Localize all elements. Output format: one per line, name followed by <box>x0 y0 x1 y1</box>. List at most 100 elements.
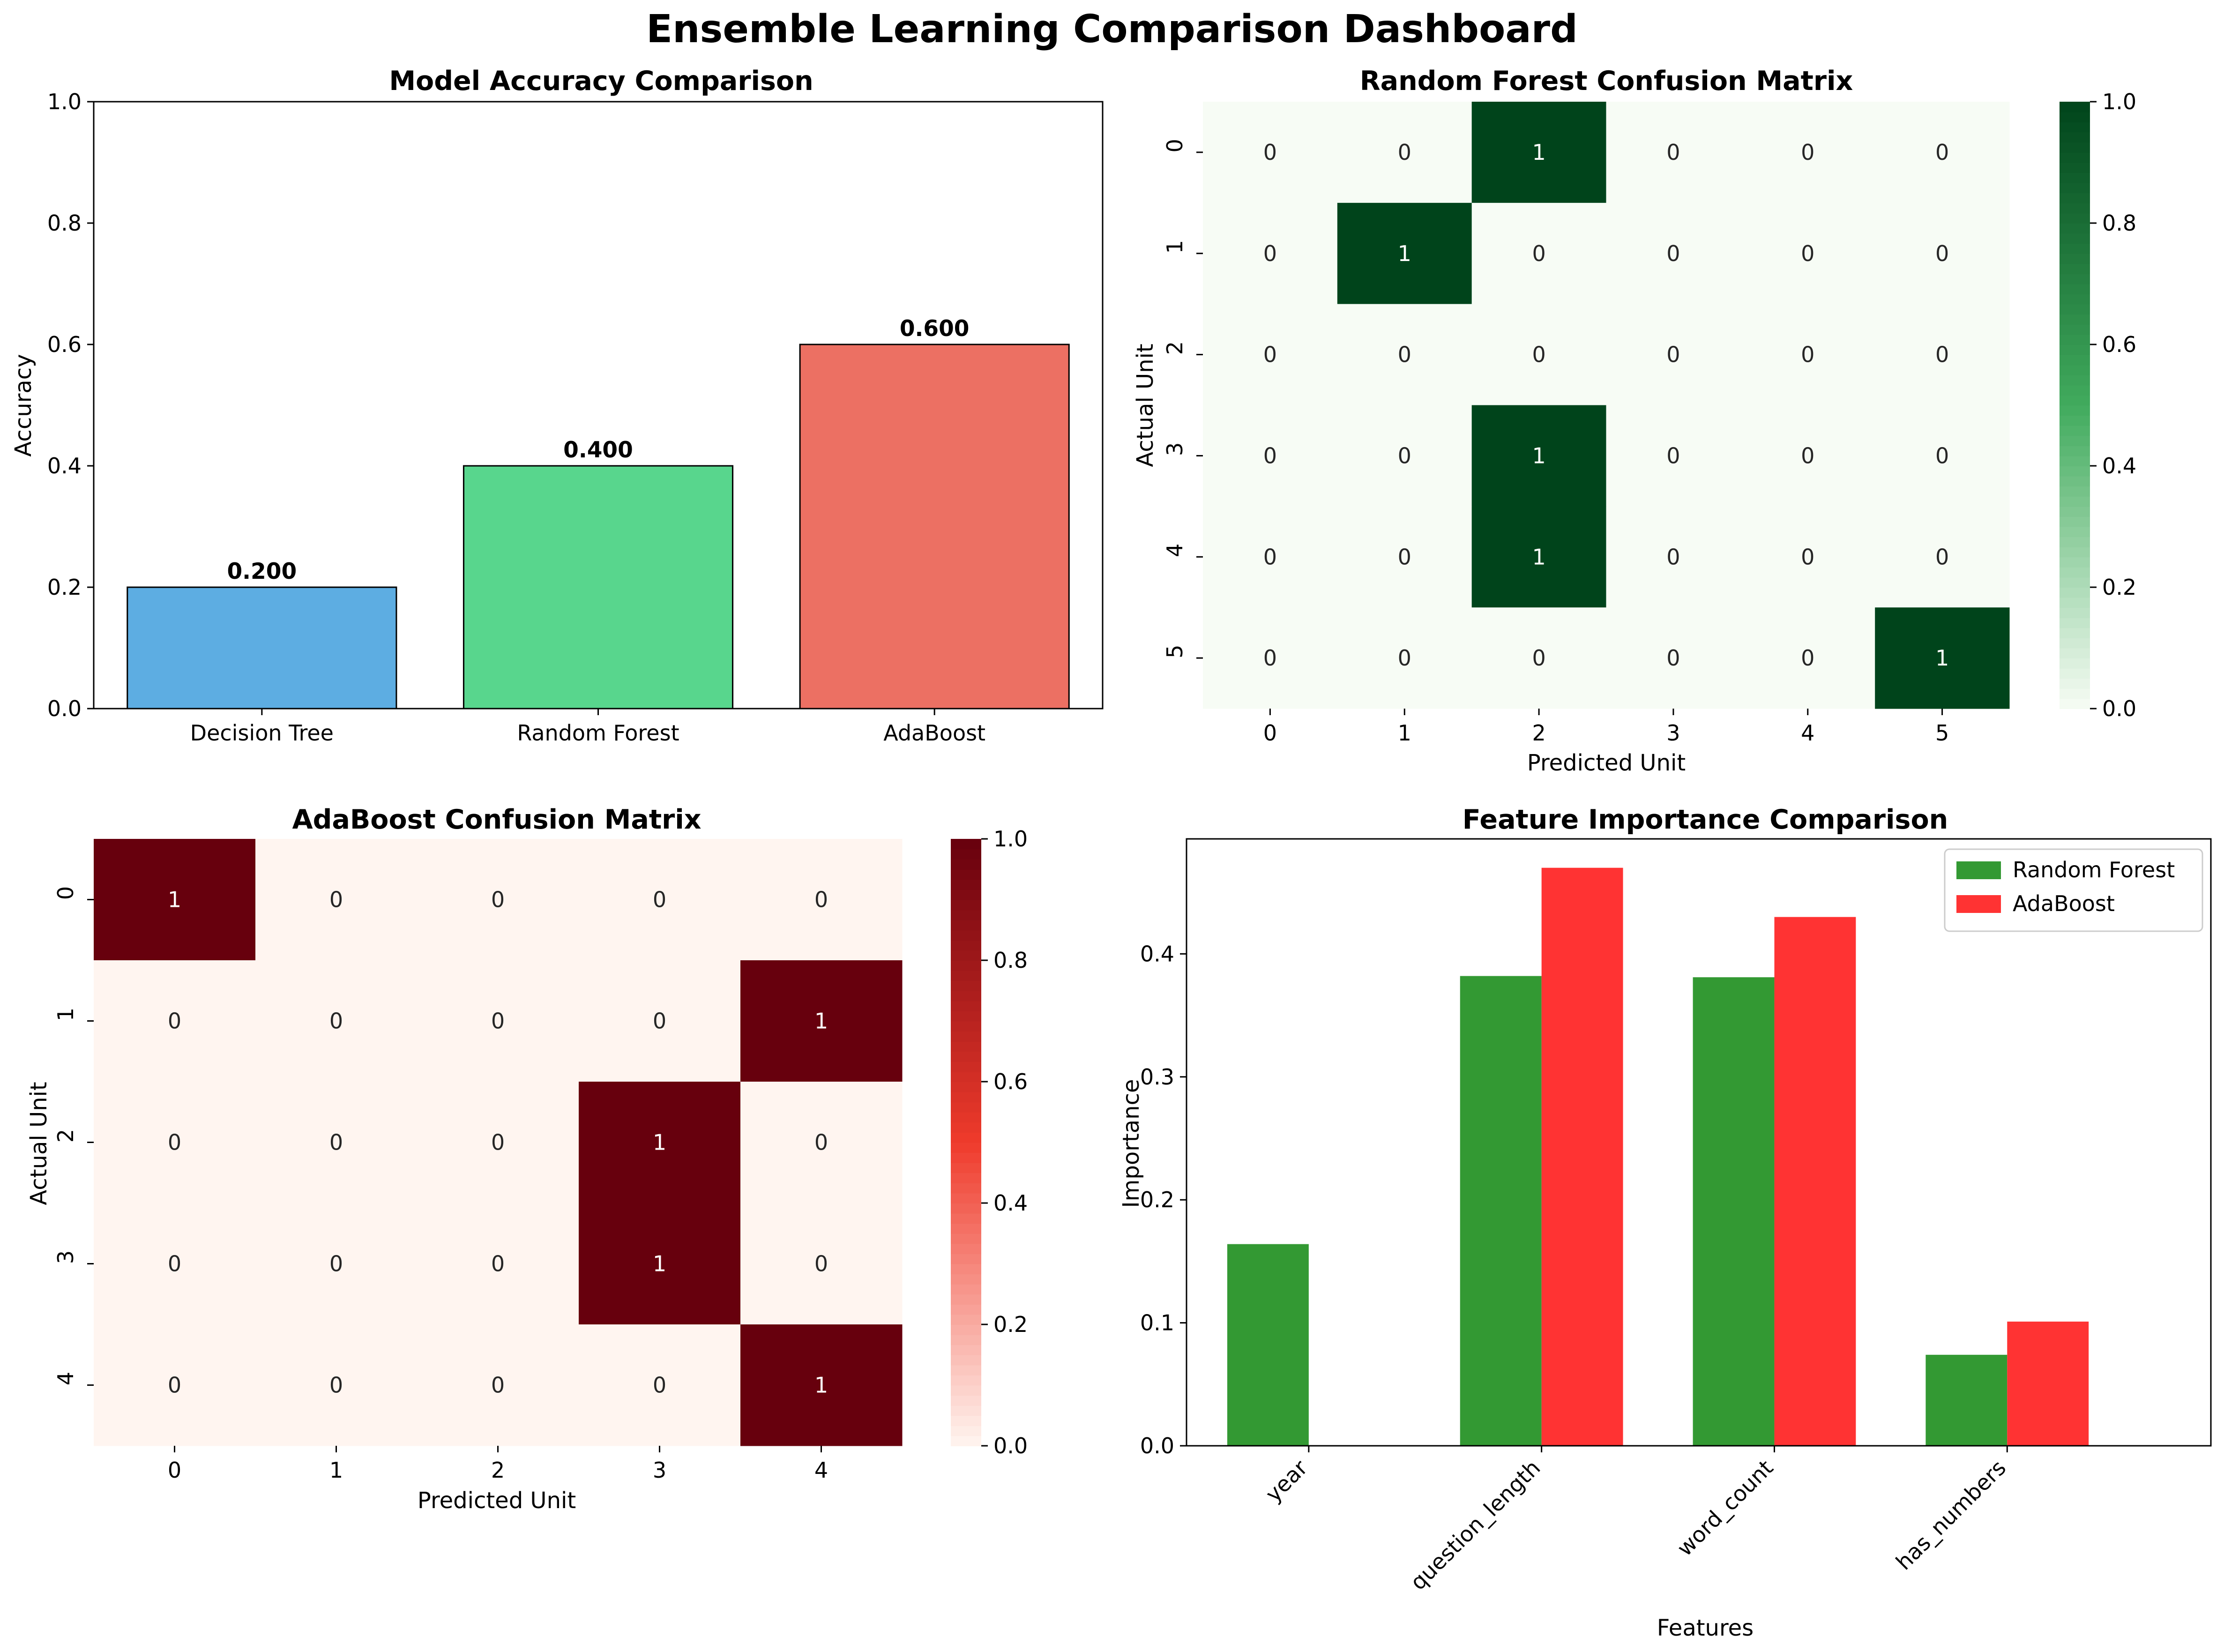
heatmap-cell-value: 1 <box>1532 544 1545 569</box>
heatmap-cell-value: 0 <box>1935 342 1949 367</box>
heatmap-cell-value: 1 <box>1532 140 1545 165</box>
colorbar-segment <box>2060 263 2090 274</box>
accuracy-bar <box>127 586 397 710</box>
colorbar-tick-label: 0.8 <box>993 948 1028 973</box>
colorbar-segment <box>951 1405 981 1416</box>
ada-confusion-chart: AdaBoost Confusion Matrix Predicted Unit… <box>26 804 1028 1514</box>
x-tick-label: 5 <box>1935 720 1949 746</box>
colorbar-segment <box>951 1051 981 1062</box>
heatmap-cell-value: 0 <box>329 1373 343 1398</box>
importance-bar <box>1925 1354 2008 1446</box>
y-tick-label: 0.4 <box>1140 941 1174 966</box>
feature-importance-marks: year question_length word_count has_numbers… <box>1140 838 2212 1595</box>
heatmap-cell-value: 0 <box>168 1251 181 1277</box>
colorbar-segment <box>2060 546 2090 558</box>
heatmap-cell <box>94 1203 256 1325</box>
colorbar-segment <box>951 1415 981 1426</box>
heatmap-cell-value: 1 <box>1532 443 1545 468</box>
heatmap-cell <box>1875 304 2010 405</box>
colorbar-tick-label: 0.4 <box>993 1190 1028 1216</box>
heatmap-cell <box>1337 102 1472 203</box>
colorbar-segment <box>2060 597 2090 608</box>
importance-bar <box>1227 1244 1309 1446</box>
importance-bar <box>1460 976 1542 1446</box>
heatmap-cell-value: 0 <box>1666 241 1680 266</box>
colorbar-segment <box>2060 506 2090 517</box>
y-tick-label: 0.0 <box>1140 1433 1174 1458</box>
heatmap-cell-value: 0 <box>168 1009 181 1034</box>
y-tick-label: 0.2 <box>1140 1187 1174 1212</box>
colorbar-tick-label: 0.6 <box>2102 332 2136 357</box>
colorbar-segment <box>2060 425 2090 436</box>
heatmap-cell <box>740 960 903 1082</box>
colorbar-segment <box>2060 668 2090 679</box>
colorbar-segment <box>2060 233 2090 244</box>
colorbar-segment <box>2060 537 2090 547</box>
y-tick-label: 2 <box>1162 341 1187 355</box>
colorbar-segment <box>951 960 981 971</box>
colorbar-segment <box>951 1425 981 1436</box>
dashboard-title: Ensemble Learning Comparison Dashboard <box>646 7 1578 52</box>
heatmap-cell <box>740 1082 903 1203</box>
colorbar-segment <box>951 1365 981 1375</box>
importance-bar <box>1774 917 1856 1446</box>
heatmap-cell <box>1337 304 1472 405</box>
colorbar-segment <box>2060 182 2090 194</box>
y-tick-label: 0 <box>53 886 78 900</box>
colorbar-segment <box>951 849 981 860</box>
feature-importance-title: Feature Importance Comparison <box>1463 804 1948 835</box>
heatmap-cell-value: 1 <box>653 1251 666 1277</box>
heatmap-cell <box>1471 506 1606 608</box>
colorbar-segment <box>2060 354 2090 366</box>
heatmap-cell <box>417 1082 579 1203</box>
heatmap-cell-value: 0 <box>653 887 666 912</box>
heatmap-cell-value: 1 <box>1398 241 1411 266</box>
heatmap-cell <box>94 1082 256 1203</box>
colorbar-segment <box>2060 385 2090 396</box>
heatmap-cell <box>1740 506 1875 608</box>
heatmap-cell <box>1740 304 1875 405</box>
legend-label: Random Forest <box>2013 857 2175 882</box>
accuracy-chart: Model Accuracy Comparison Accuracy 0.200… <box>10 66 1104 746</box>
heatmap-cell <box>1740 607 1875 709</box>
y-tick-label: 0.0 <box>47 696 82 721</box>
colorbar-segment <box>951 1112 981 1123</box>
colorbar-segment <box>2060 577 2090 588</box>
x-tick-label: 1 <box>329 1458 343 1483</box>
colorbar-segment <box>2060 365 2090 375</box>
heatmap-cell-value: 0 <box>1263 241 1277 266</box>
heatmap-cell-value: 0 <box>1532 241 1545 266</box>
colorbar-segment <box>2060 294 2090 305</box>
colorbar-segment <box>2060 435 2090 446</box>
heatmap-cell-value: 0 <box>1666 544 1680 569</box>
heatmap-cell-value: 0 <box>1532 645 1545 671</box>
heatmap-cell <box>417 960 579 1082</box>
heatmap-cell-value: 0 <box>168 1373 181 1398</box>
x-tick-label: 4 <box>814 1458 828 1483</box>
colorbar-segment <box>951 1345 981 1355</box>
colorbar-segment <box>2060 617 2090 628</box>
colorbar-segment <box>951 1010 981 1022</box>
heatmap-cell <box>1203 202 1338 305</box>
colorbar-segment <box>2060 628 2090 638</box>
colorbar-segment <box>2060 456 2090 466</box>
heatmap-cell-value: 0 <box>814 1130 828 1155</box>
colorbar-segment <box>2060 395 2090 406</box>
rf-confusion-title: Random Forest Confusion Matrix <box>1360 66 1853 97</box>
colorbar-segment <box>951 1354 981 1366</box>
colorbar-segment <box>2060 112 2090 123</box>
heatmap-cell-value: 0 <box>814 1251 828 1277</box>
colorbar-segment <box>2060 476 2090 487</box>
colorbar-segment <box>2060 557 2090 568</box>
accuracy-bar <box>463 465 734 710</box>
y-tick-label: 0.1 <box>1140 1310 1174 1336</box>
heatmap-cell-value: 0 <box>1666 140 1680 165</box>
heatmap-cell <box>579 960 741 1082</box>
colorbar-segment <box>951 1274 981 1285</box>
colorbar-segment <box>2060 152 2090 163</box>
colorbar-segment <box>2060 648 2090 659</box>
heatmap-cell-value: 0 <box>1263 342 1277 367</box>
colorbar-segment <box>2060 607 2090 618</box>
y-tick-label: 5 <box>1162 644 1187 658</box>
heatmap-cell <box>94 1324 256 1446</box>
